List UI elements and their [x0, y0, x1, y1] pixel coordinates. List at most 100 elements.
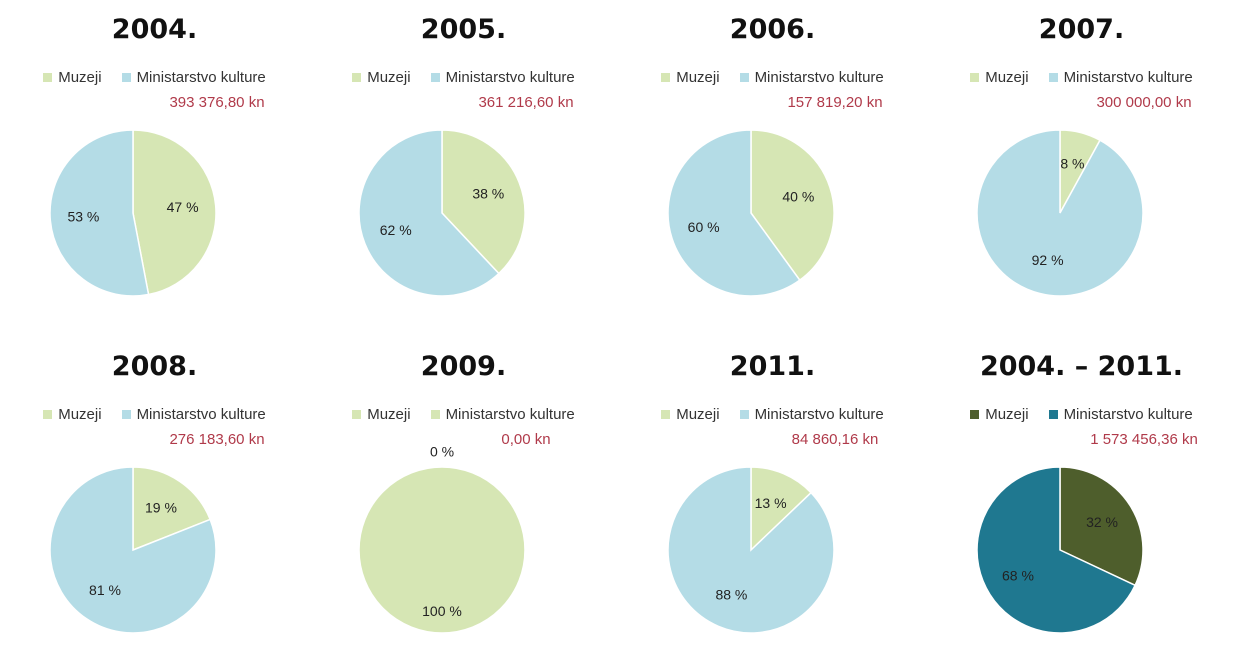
- legend-label: Ministarstvo kulture: [754, 406, 884, 423]
- legend-item-muzeji: Muzeji: [43, 406, 102, 423]
- chart-title: 2004. – 2011.: [979, 351, 1184, 382]
- legend-label: Muzeji: [58, 69, 102, 86]
- pie: 13 % 88 %: [667, 466, 835, 634]
- legend-swatch: [121, 410, 131, 419]
- slice-label: 60 %: [688, 219, 720, 235]
- legend-swatch: [661, 73, 671, 82]
- amount-label: 84 860,16 kn: [791, 431, 879, 448]
- pie-chart-2011: 2011. Muzeji Ministarstvo kulture 84 860…: [618, 337, 927, 655]
- slice-label: 68 %: [1002, 567, 1034, 583]
- pie-chart-2004: 2004. Muzeji Ministarstvo kulture 393 37…: [0, 0, 309, 318]
- pie-chart-2008: 2008. Muzeji Ministarstvo kulture 276 18…: [0, 337, 309, 655]
- pie: 40 % 60 %: [667, 129, 835, 297]
- chart-title: 2005.: [420, 14, 507, 45]
- legend-item-ministarstvo: Ministarstvo kulture: [739, 406, 884, 423]
- legend: Muzeji Ministarstvo kulture: [309, 406, 618, 423]
- slice-label: 62 %: [380, 222, 412, 238]
- amount-label: 300 000,00 kn: [1096, 94, 1192, 111]
- slice-label: 92 %: [1032, 252, 1064, 268]
- pie-slice: [441, 129, 526, 275]
- legend-label: Ministarstvo kulture: [1063, 69, 1193, 86]
- legend-item-ministarstvo: Ministarstvo kulture: [430, 406, 575, 423]
- legend-swatch: [430, 410, 440, 419]
- slice-label: 53 %: [67, 208, 99, 224]
- slice-label: 13 %: [755, 495, 787, 511]
- pie-chart-grid: 2004. Muzeji Ministarstvo kulture 393 37…: [0, 0, 1236, 634]
- chart-title: 2006.: [729, 14, 816, 45]
- pie-slice: [132, 129, 217, 296]
- pie-slice: [750, 466, 813, 552]
- slice-label: 81 %: [89, 582, 121, 598]
- legend-swatch: [352, 73, 362, 82]
- legend-label: Muzeji: [58, 406, 102, 423]
- pie-slice: [1059, 466, 1144, 587]
- legend: Muzeji Ministarstvo kulture: [0, 69, 309, 86]
- chart-title: 2004.: [111, 14, 198, 45]
- legend-item-muzeji: Muzeji: [43, 69, 102, 86]
- pie-slice: [49, 466, 217, 634]
- pie-chart-2005: 2005. Muzeji Ministarstvo kulture 361 21…: [309, 0, 618, 318]
- legend-item-ministarstvo: Ministarstvo kulture: [739, 69, 884, 86]
- legend-swatch: [121, 73, 131, 82]
- legend-label: Ministarstvo kulture: [136, 406, 266, 423]
- legend-item-ministarstvo: Ministarstvo kulture: [121, 69, 266, 86]
- slice-label: 88 %: [715, 586, 747, 602]
- pie-slice: [667, 466, 835, 634]
- pie-slice: [976, 466, 1137, 634]
- legend-item-muzeji: Muzeji: [661, 69, 720, 86]
- slice-label: 100 %: [422, 603, 462, 619]
- legend-swatch: [1048, 410, 1058, 419]
- legend-label: Ministarstvo kulture: [1063, 406, 1193, 423]
- pie-chart-2009: 2009. Muzeji Ministarstvo kulture 0,00 k…: [309, 337, 618, 655]
- amount-label: 0,00 kn: [501, 431, 551, 448]
- pie: 100 % 0 %: [358, 444, 526, 634]
- legend-swatch: [43, 73, 53, 82]
- legend: Muzeji Ministarstvo kulture: [309, 69, 618, 86]
- slice-label: 32 %: [1086, 514, 1118, 530]
- legend: Muzeji Ministarstvo kulture: [618, 406, 927, 423]
- chart-title: 2007.: [1038, 14, 1125, 45]
- amount-label: 157 819,20 kn: [787, 94, 883, 111]
- slice-label: 8 %: [1060, 155, 1084, 171]
- legend-label: Muzeji: [676, 406, 720, 423]
- pie-slice: [667, 129, 801, 297]
- amount-label: 361 216,60 kn: [478, 94, 574, 111]
- legend-label: Muzeji: [367, 69, 411, 86]
- legend-swatch: [430, 73, 440, 82]
- pie: 38 % 62 %: [358, 129, 526, 297]
- chart-title: 2009.: [420, 351, 507, 382]
- legend-swatch: [661, 410, 671, 419]
- legend-item-muzeji: Muzeji: [352, 69, 411, 86]
- legend: Muzeji Ministarstvo kulture: [927, 69, 1236, 86]
- pie-slice: [358, 129, 500, 297]
- pie-slice: [976, 129, 1144, 297]
- legend-item-muzeji: Muzeji: [352, 406, 411, 423]
- legend: Muzeji Ministarstvo kulture: [0, 406, 309, 423]
- legend-label: Ministarstvo kulture: [445, 69, 575, 86]
- legend-label: Muzeji: [367, 406, 411, 423]
- legend-label: Ministarstvo kulture: [136, 69, 266, 86]
- legend-swatch: [352, 410, 362, 419]
- legend-item-ministarstvo: Ministarstvo kulture: [121, 406, 266, 423]
- pie: 47 % 53 %: [49, 129, 217, 297]
- legend-label: Muzeji: [676, 69, 720, 86]
- slice-label: 38 %: [472, 185, 504, 201]
- legend-item-muzeji: Muzeji: [661, 406, 720, 423]
- slice-label: 40 %: [782, 188, 814, 204]
- pie: 19 % 81 %: [49, 466, 217, 634]
- amount-label: 393 376,80 kn: [169, 94, 265, 111]
- legend-item-ministarstvo: Ministarstvo kulture: [430, 69, 575, 86]
- legend-swatch: [739, 410, 749, 419]
- pie-slice: [132, 466, 212, 552]
- legend-label: Ministarstvo kulture: [445, 406, 575, 423]
- slice-label: 19 %: [145, 500, 177, 516]
- legend: Muzeji Ministarstvo kulture: [618, 69, 927, 86]
- pie-slice: [358, 466, 526, 634]
- legend-label: Ministarstvo kulture: [754, 69, 884, 86]
- pie-slice: [49, 129, 150, 297]
- legend-swatch: [970, 73, 980, 82]
- amount-label: 276 183,60 kn: [169, 431, 265, 448]
- legend-swatch: [1048, 73, 1058, 82]
- pie: 32 % 68 %: [976, 466, 1144, 634]
- pie-slice: [750, 129, 835, 282]
